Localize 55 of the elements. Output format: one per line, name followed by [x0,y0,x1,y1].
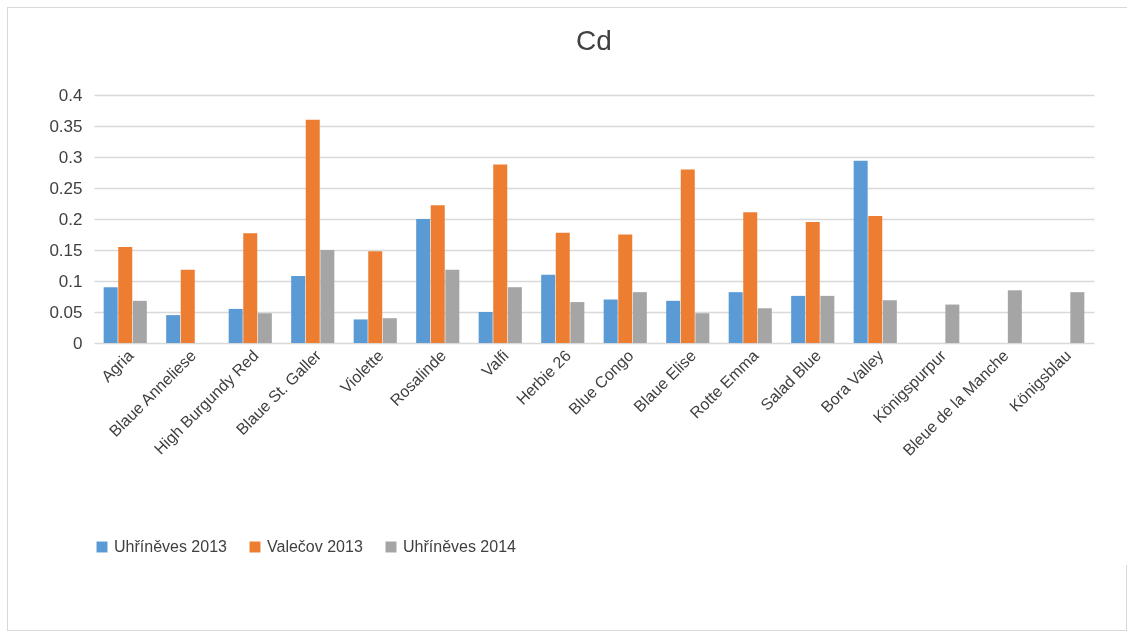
bar [166,315,181,343]
bar [507,287,522,343]
bar [382,318,397,343]
bar [305,119,320,343]
bar [820,295,835,343]
x-tick-label: Valfi [478,346,512,380]
bar [666,300,681,343]
bar [1070,292,1085,343]
bar [680,169,695,343]
bar [132,300,147,343]
bar [853,160,868,343]
bar [618,234,633,343]
bar [257,313,272,343]
bar [353,319,368,343]
bar [728,292,743,343]
bar [445,269,460,343]
bar [478,312,493,343]
bar [791,295,806,343]
bar [103,287,118,343]
bar [805,222,820,343]
bar [243,233,258,343]
bar [320,250,335,343]
y-tick-label: 0.3 [58,147,83,167]
bar [945,304,960,343]
y-tick-label: 0.35 [49,116,83,136]
chart-title: Cd [576,25,612,56]
legend-label: Uhříněves 2013 [114,538,228,555]
legend-label: Uhříněves 2014 [403,538,517,555]
y-tick-label: 0.15 [49,240,83,260]
bar [882,300,897,343]
bar [570,302,585,343]
y-tick-label: 0.4 [58,85,83,105]
bar [228,308,243,343]
bar [868,215,883,343]
bar [757,308,772,343]
y-tick-label: 0.05 [49,302,83,322]
bar [555,232,570,343]
bar [368,251,383,343]
y-tick-label: 0.25 [49,178,83,198]
bar [743,212,758,343]
bar [118,246,133,343]
bar [430,205,445,343]
y-tick-label: 0.2 [58,209,83,229]
bar [416,219,431,343]
bar [493,164,508,343]
bar [632,292,647,343]
bar [291,276,306,343]
legend-label: Valečov 2013 [267,538,363,555]
bar [541,274,556,343]
bar [1007,290,1022,343]
y-tick-label: 0 [73,333,83,353]
bar [603,299,618,343]
bar [695,313,710,343]
bar [180,269,195,343]
y-tick-label: 0.1 [58,271,83,291]
